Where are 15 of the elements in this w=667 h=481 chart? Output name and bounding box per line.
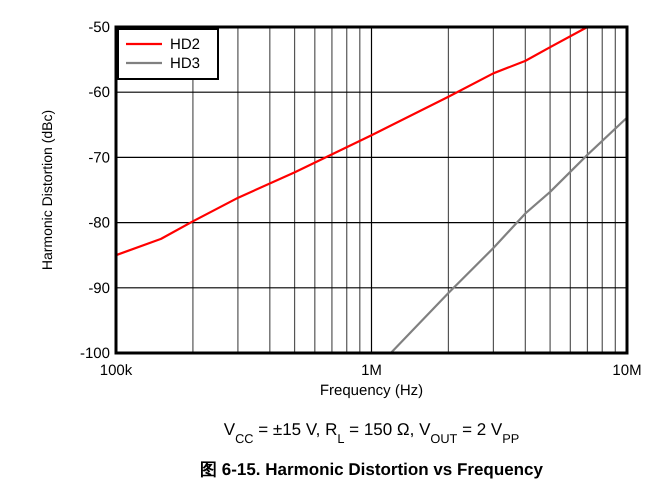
text: V$_{CC}$ = ±15 V, R$_{L}$ = 150 Ω, V$_{OUT}$ = 2 V$_{PP}$ [224, 420, 520, 446]
legend-label: HD3 [170, 55, 200, 72]
y-tick-label: -70 [88, 149, 110, 166]
x-tick-label: 100k [100, 362, 133, 379]
y-tick-label: -50 [88, 19, 110, 36]
x-tick-label: 1M [361, 362, 382, 379]
y-tick-label: -60 [88, 84, 110, 102]
x-tick-label: 10M [612, 362, 642, 379]
legend-label: HD2 [170, 36, 200, 53]
y-tick-label: -100 [80, 345, 110, 362]
y-axis-title: Harmonic Distortion (dBc) [39, 110, 55, 270]
y-tick-label: -90 [88, 280, 110, 297]
x-axis-title: Frequency (Hz) [320, 382, 424, 399]
text: 图 6-15. Harmonic Distortion vs Frequency [200, 460, 544, 479]
y-tick-label: -80 [88, 214, 110, 232]
